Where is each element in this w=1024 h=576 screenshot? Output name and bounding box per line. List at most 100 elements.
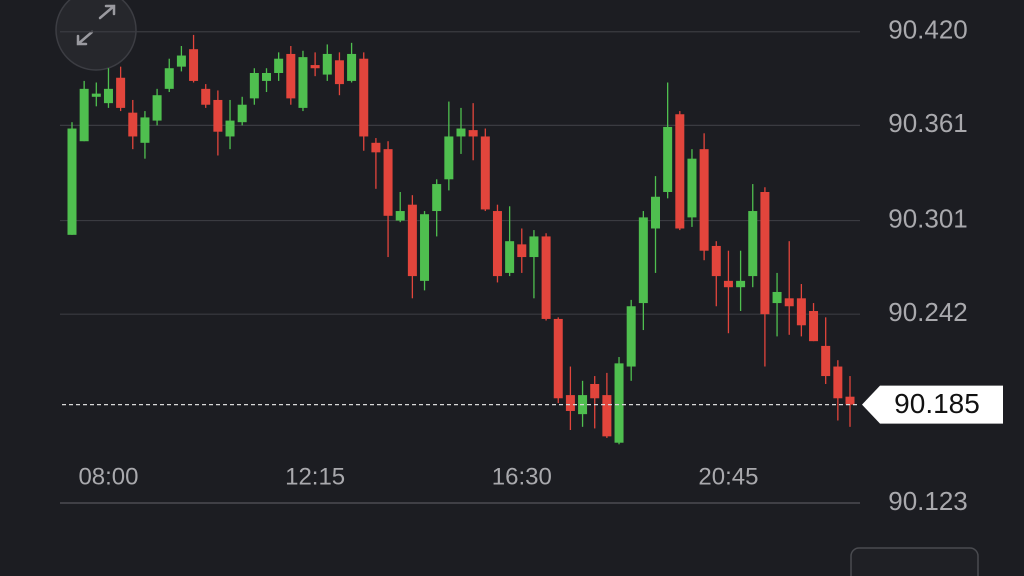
candle bbox=[164, 58, 174, 93]
candle-body bbox=[140, 117, 150, 143]
candle-body bbox=[626, 306, 636, 367]
candle-body bbox=[784, 298, 794, 307]
candle bbox=[492, 204, 502, 283]
candle bbox=[176, 46, 186, 72]
candle bbox=[371, 138, 381, 189]
candle bbox=[723, 250, 733, 334]
x-tick-label: 20:45 bbox=[698, 463, 758, 490]
y-tick-label: 90.242 bbox=[888, 297, 968, 327]
candle bbox=[565, 366, 575, 431]
candle bbox=[614, 357, 624, 445]
candle-body bbox=[213, 99, 223, 132]
candle-body bbox=[723, 280, 733, 288]
candle-body bbox=[736, 280, 746, 288]
candle-body bbox=[286, 53, 296, 99]
candle-body bbox=[492, 211, 502, 277]
candle-body bbox=[711, 245, 721, 277]
candle bbox=[602, 372, 612, 438]
candle-body bbox=[420, 214, 430, 281]
candle-body bbox=[833, 366, 843, 399]
y-tick-label: 90.301 bbox=[888, 203, 968, 233]
candle-body bbox=[590, 383, 600, 399]
candle-body bbox=[116, 77, 126, 108]
candle bbox=[432, 179, 442, 237]
candle bbox=[79, 80, 89, 142]
candle bbox=[480, 128, 490, 212]
candle-body bbox=[189, 49, 199, 81]
candle-body bbox=[821, 345, 831, 377]
candle-body bbox=[128, 112, 138, 137]
candle-body bbox=[359, 58, 369, 137]
candle bbox=[699, 133, 709, 261]
candle-body bbox=[79, 88, 89, 142]
bottom-button[interactable] bbox=[850, 547, 979, 576]
candle bbox=[833, 360, 843, 421]
candle bbox=[529, 230, 539, 299]
candle-body bbox=[164, 68, 174, 89]
candle bbox=[322, 44, 332, 81]
y-tick-label: 90.420 bbox=[888, 15, 968, 45]
candle-body bbox=[225, 120, 235, 137]
candle-body bbox=[249, 72, 259, 99]
candle bbox=[845, 376, 855, 427]
candle-body bbox=[687, 158, 697, 218]
candle bbox=[407, 195, 417, 299]
candle-body bbox=[699, 149, 709, 251]
candle bbox=[821, 317, 831, 384]
candle-body bbox=[614, 363, 624, 443]
candle-body bbox=[262, 72, 271, 81]
candle-body bbox=[517, 244, 527, 258]
y-tick-label: 90.123 bbox=[888, 486, 968, 516]
candle-body bbox=[237, 104, 247, 123]
candle bbox=[383, 141, 393, 258]
candle bbox=[201, 84, 211, 108]
candle bbox=[262, 68, 271, 93]
candle-body bbox=[796, 298, 806, 326]
candle-body bbox=[444, 136, 454, 180]
candle bbox=[420, 211, 430, 291]
candle bbox=[286, 46, 296, 105]
x-tick-label: 16:30 bbox=[492, 463, 552, 490]
candle-body bbox=[675, 114, 685, 229]
candle-body bbox=[772, 291, 782, 304]
candle bbox=[772, 272, 782, 337]
candle-body bbox=[334, 60, 344, 85]
candle bbox=[541, 233, 551, 321]
candle-body bbox=[371, 142, 381, 153]
candle-body bbox=[602, 395, 612, 437]
candle bbox=[310, 52, 320, 77]
candle bbox=[638, 211, 648, 331]
last-price-label: 90.185 bbox=[894, 388, 980, 419]
x-tick-label: 12:15 bbox=[285, 463, 345, 490]
candle bbox=[213, 90, 223, 156]
candle-body bbox=[663, 126, 673, 192]
candle-body bbox=[201, 88, 211, 105]
candle-body bbox=[67, 128, 77, 235]
candle bbox=[590, 376, 600, 429]
candle bbox=[347, 42, 357, 83]
candle-body bbox=[553, 318, 563, 399]
candle bbox=[468, 103, 478, 161]
candle bbox=[103, 68, 113, 108]
candle bbox=[553, 317, 563, 404]
expand-button-circle[interactable] bbox=[55, 0, 137, 71]
candle-body bbox=[322, 53, 332, 75]
candle bbox=[760, 187, 770, 367]
candle-body bbox=[91, 93, 101, 97]
candle-body bbox=[152, 95, 162, 121]
candle-body bbox=[347, 53, 357, 81]
candle bbox=[687, 149, 697, 227]
candle bbox=[140, 111, 150, 159]
candle-body bbox=[760, 191, 770, 315]
expand-button[interactable] bbox=[55, 0, 137, 71]
candle bbox=[91, 82, 101, 107]
candle-body bbox=[298, 57, 308, 108]
candle bbox=[736, 250, 746, 312]
candle-body bbox=[505, 241, 515, 273]
candle bbox=[395, 191, 405, 223]
candle-body bbox=[274, 58, 284, 73]
candle-body bbox=[432, 184, 442, 212]
candle-body bbox=[541, 236, 551, 319]
